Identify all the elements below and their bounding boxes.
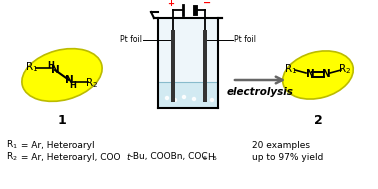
Text: 6: 6 <box>203 156 207 161</box>
Text: $\mathsf{R_2}$: $\mathsf{R_2}$ <box>338 62 352 76</box>
Circle shape <box>203 97 206 99</box>
Text: = Ar, Heteroaryl: = Ar, Heteroaryl <box>18 140 95 149</box>
Text: -Bu, COOBn, COC: -Bu, COOBn, COC <box>130 153 208 161</box>
Circle shape <box>183 95 186 98</box>
Text: $\mathsf{R_1}$: $\mathsf{R_1}$ <box>6 139 18 151</box>
Text: N: N <box>322 69 330 79</box>
Text: H: H <box>48 60 54 70</box>
Text: electrolysis: electrolysis <box>226 87 293 97</box>
Text: 1: 1 <box>57 114 67 126</box>
Text: 5: 5 <box>213 156 217 161</box>
Text: Pt foil: Pt foil <box>234 36 256 44</box>
Text: Pt foil: Pt foil <box>120 36 142 44</box>
Text: = Ar, Heteroaryl, COO: = Ar, Heteroaryl, COO <box>18 153 121 161</box>
Ellipse shape <box>283 51 353 99</box>
Circle shape <box>166 97 169 99</box>
Text: $\mathsf{R_2}$: $\mathsf{R_2}$ <box>6 151 18 163</box>
Bar <box>171 30 175 102</box>
Text: H: H <box>207 153 214 161</box>
Polygon shape <box>159 82 217 107</box>
Circle shape <box>211 98 214 101</box>
Bar <box>203 30 207 102</box>
Text: N: N <box>306 69 314 79</box>
Text: H: H <box>70 81 76 90</box>
Circle shape <box>174 98 177 101</box>
Polygon shape <box>158 18 218 108</box>
Text: 20 examples: 20 examples <box>252 140 310 149</box>
Text: $\mathsf{R_2}$: $\mathsf{R_2}$ <box>85 76 99 90</box>
Text: t: t <box>126 153 130 161</box>
Text: +: + <box>167 0 175 8</box>
Text: $\mathsf{R_1}$: $\mathsf{R_1}$ <box>284 62 297 76</box>
Text: N: N <box>65 75 73 85</box>
Ellipse shape <box>22 49 102 101</box>
Text: up to 97% yield: up to 97% yield <box>252 153 323 161</box>
Text: −: − <box>203 0 211 8</box>
Text: 2: 2 <box>314 114 322 126</box>
Text: $\mathsf{R_1}$: $\mathsf{R_1}$ <box>25 60 39 74</box>
Circle shape <box>192 98 195 101</box>
Text: N: N <box>51 65 59 75</box>
